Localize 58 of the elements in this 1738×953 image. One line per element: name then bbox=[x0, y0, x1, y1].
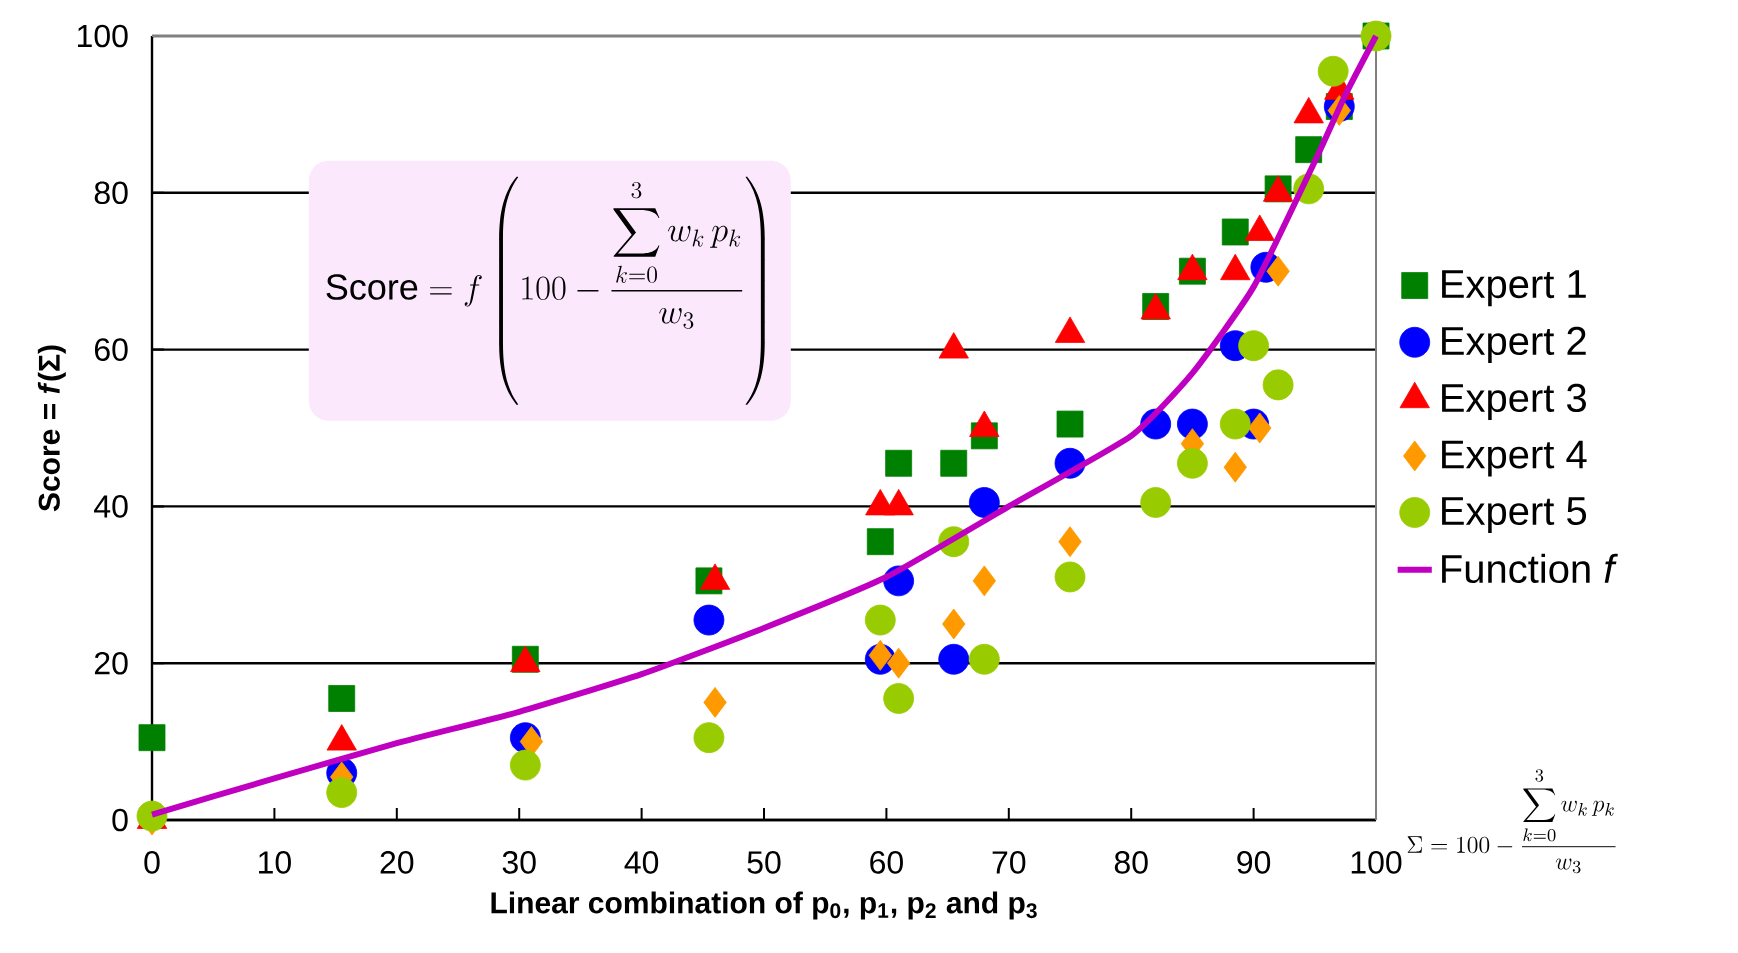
point bbox=[1262, 369, 1294, 401]
x-tick-label: 60 bbox=[870, 851, 903, 874]
point bbox=[1221, 218, 1249, 246]
point bbox=[1140, 487, 1172, 518]
x-tick-label: 30 bbox=[502, 851, 536, 874]
point bbox=[509, 749, 541, 781]
point bbox=[1056, 410, 1084, 438]
legend-label: Expert 2 bbox=[1442, 326, 1586, 364]
point bbox=[885, 449, 913, 477]
point bbox=[693, 604, 725, 636]
point bbox=[1058, 526, 1082, 558]
point bbox=[866, 528, 894, 556]
x-tick-label: 90 bbox=[1237, 851, 1271, 874]
point bbox=[887, 647, 911, 679]
legend-label: Expert 5 bbox=[1442, 497, 1587, 534]
point bbox=[968, 643, 1000, 675]
point bbox=[968, 487, 1000, 518]
x-tick-label: 40 bbox=[624, 851, 659, 874]
point bbox=[1219, 408, 1251, 440]
x-tick-label: 100 bbox=[1351, 851, 1402, 874]
legend-label: Expert 3 bbox=[1442, 383, 1586, 420]
point bbox=[942, 608, 966, 640]
x-tick-label: 20 bbox=[380, 851, 414, 874]
point bbox=[1248, 412, 1272, 444]
point bbox=[972, 565, 996, 597]
point bbox=[1177, 447, 1208, 479]
y-tick-label: 100 bbox=[77, 24, 128, 48]
point bbox=[703, 687, 727, 718]
y-tick-label: 40 bbox=[94, 495, 128, 518]
point bbox=[883, 683, 915, 714]
y-tick-label: 60 bbox=[94, 338, 128, 361]
point bbox=[326, 777, 358, 808]
x-tick-label: 50 bbox=[747, 851, 781, 874]
legend-label: Expert 4 bbox=[1442, 440, 1587, 477]
x-tick-label: 0 bbox=[144, 851, 160, 874]
x-axis-title: Linear combination of p$_{0}$, p$_{1}$, p$_{2}$ and p$_{3}$ bbox=[491, 891, 1037, 920]
point bbox=[693, 722, 725, 754]
point bbox=[328, 685, 356, 712]
y-tick-label: 80 bbox=[94, 181, 128, 205]
point bbox=[940, 449, 968, 477]
point bbox=[1317, 55, 1349, 87]
annotation: $\mathrm{Score} = f\left(100 - \frac{\displaystyle\sum_{k=0}^{3} w_k\, p_k}{w_3}\right)$ bbox=[326, 176, 765, 405]
point bbox=[1238, 330, 1270, 362]
legend-label: Function f bbox=[1442, 553, 1618, 584]
x-tick-label: 80 bbox=[1114, 851, 1148, 874]
point bbox=[1266, 255, 1290, 287]
point bbox=[864, 604, 896, 636]
y-axis-title: Score = f(Σ) bbox=[37, 345, 66, 512]
point bbox=[138, 724, 166, 752]
legend-label: Expert 1 bbox=[1442, 270, 1586, 307]
point bbox=[1223, 451, 1247, 483]
x-tick-label: 10 bbox=[259, 851, 291, 874]
x-tick-label: 70 bbox=[992, 851, 1026, 874]
y-tick-label: 20 bbox=[94, 651, 128, 675]
point bbox=[938, 643, 970, 675]
point bbox=[1054, 561, 1086, 593]
text: $\Sigma = 100 - \frac{\displaystyle\sum_{k=0}^{3} w_k\, p_k}{w_3}$ bbox=[1407, 769, 1616, 874]
y-tick-label: 0 bbox=[112, 808, 128, 832]
